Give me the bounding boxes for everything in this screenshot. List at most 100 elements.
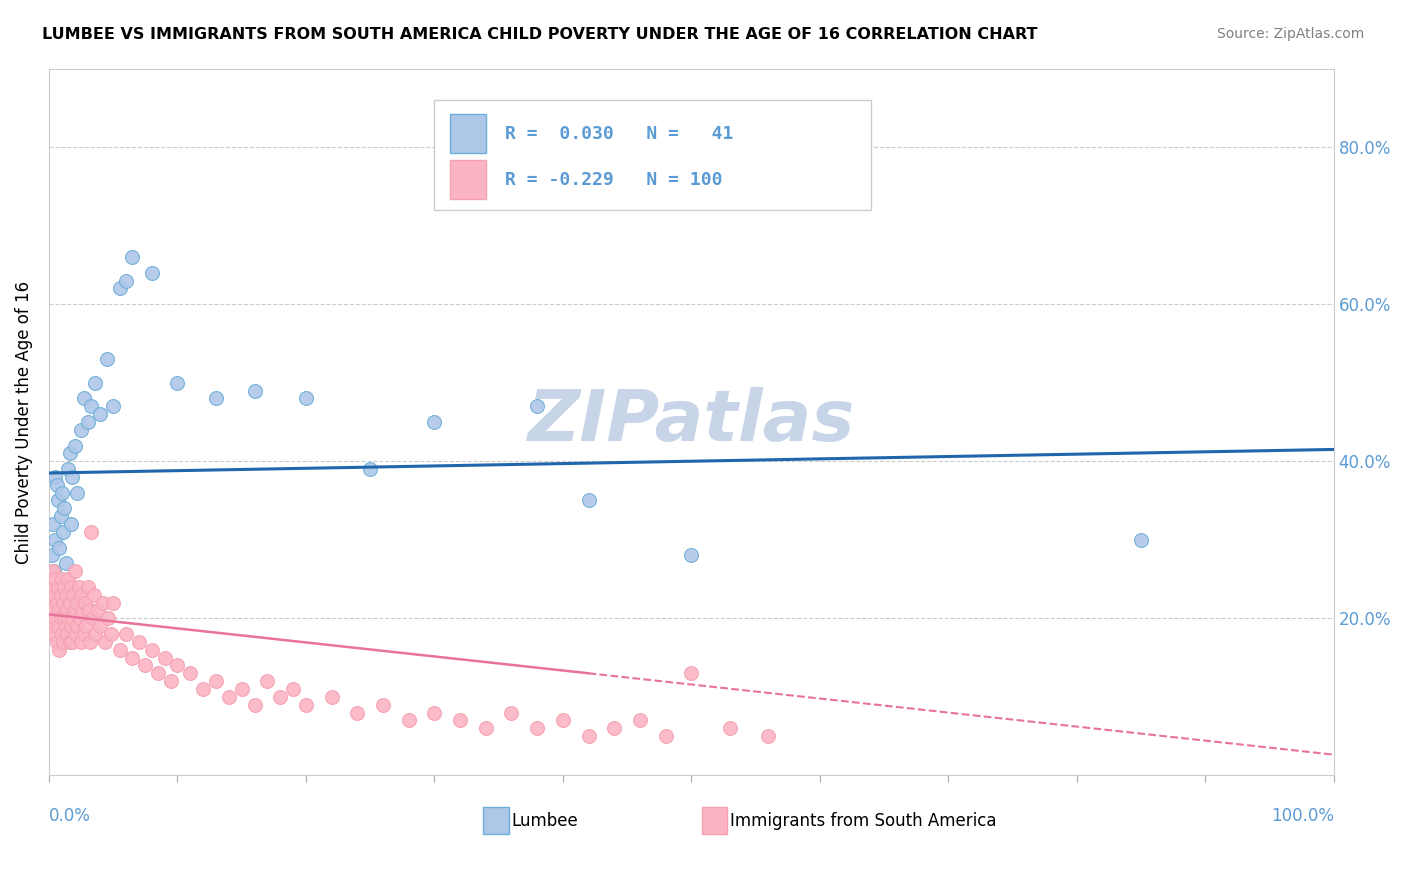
Point bbox=[58, 446, 80, 460]
Point bbox=[59, 619, 82, 633]
Point bbox=[83, 588, 105, 602]
Point bbox=[134, 658, 156, 673]
Point bbox=[103, 596, 125, 610]
Point bbox=[115, 627, 138, 641]
Point bbox=[58, 462, 80, 476]
Point bbox=[97, 611, 120, 625]
Point bbox=[73, 627, 96, 641]
Point bbox=[371, 698, 394, 712]
Point bbox=[41, 549, 63, 563]
Point bbox=[46, 619, 69, 633]
Point bbox=[58, 635, 80, 649]
Point bbox=[474, 721, 496, 735]
Point bbox=[578, 729, 600, 743]
Point bbox=[58, 572, 80, 586]
Point bbox=[89, 619, 111, 633]
Point bbox=[84, 627, 107, 641]
Point bbox=[87, 603, 110, 617]
Point bbox=[91, 596, 114, 610]
Point bbox=[60, 470, 83, 484]
Point bbox=[423, 415, 446, 429]
Point bbox=[55, 619, 77, 633]
Point bbox=[141, 642, 163, 657]
Text: R =  0.030   N =   41: R = 0.030 N = 41 bbox=[505, 125, 734, 143]
Point bbox=[51, 572, 73, 586]
Point bbox=[48, 541, 70, 555]
Point bbox=[551, 714, 574, 728]
Point bbox=[69, 611, 91, 625]
Point bbox=[526, 399, 548, 413]
Point bbox=[205, 392, 228, 406]
Point bbox=[231, 681, 253, 696]
Point bbox=[281, 681, 304, 696]
Point bbox=[89, 407, 111, 421]
Point bbox=[141, 266, 163, 280]
Point bbox=[70, 423, 93, 437]
FancyBboxPatch shape bbox=[434, 100, 872, 210]
Text: 0.0%: 0.0% bbox=[49, 807, 91, 825]
Y-axis label: Child Poverty Under the Age of 16: Child Poverty Under the Age of 16 bbox=[15, 280, 32, 564]
Point bbox=[243, 384, 266, 398]
Point bbox=[66, 485, 89, 500]
Point bbox=[449, 714, 471, 728]
FancyBboxPatch shape bbox=[702, 807, 727, 834]
Point bbox=[48, 642, 70, 657]
Point bbox=[48, 603, 70, 617]
Point bbox=[179, 666, 201, 681]
Point bbox=[115, 274, 138, 288]
Point bbox=[73, 596, 96, 610]
Point bbox=[44, 572, 66, 586]
Point bbox=[82, 611, 104, 625]
Point bbox=[51, 627, 73, 641]
Point bbox=[59, 580, 82, 594]
Point bbox=[76, 415, 98, 429]
Point bbox=[44, 533, 66, 547]
Point bbox=[44, 611, 66, 625]
Point bbox=[578, 493, 600, 508]
Point bbox=[96, 352, 118, 367]
Point bbox=[66, 596, 89, 610]
Point bbox=[42, 564, 65, 578]
Point bbox=[49, 509, 72, 524]
Text: LUMBEE VS IMMIGRANTS FROM SOUTH AMERICA CHILD POVERTY UNDER THE AGE OF 16 CORREL: LUMBEE VS IMMIGRANTS FROM SOUTH AMERICA … bbox=[42, 27, 1038, 42]
Point bbox=[269, 690, 291, 704]
Point bbox=[603, 721, 626, 735]
Point bbox=[346, 706, 368, 720]
Point bbox=[49, 588, 72, 602]
Point bbox=[80, 399, 103, 413]
Point bbox=[423, 706, 446, 720]
Point bbox=[108, 642, 131, 657]
Point bbox=[72, 603, 94, 617]
Point bbox=[42, 588, 65, 602]
Point bbox=[70, 588, 93, 602]
Point bbox=[100, 627, 122, 641]
Point bbox=[62, 588, 84, 602]
FancyBboxPatch shape bbox=[484, 807, 509, 834]
Point bbox=[42, 627, 65, 641]
FancyBboxPatch shape bbox=[450, 114, 485, 153]
Point bbox=[146, 666, 169, 681]
Point bbox=[42, 517, 65, 532]
Text: Immigrants from South America: Immigrants from South America bbox=[730, 813, 997, 830]
Point bbox=[60, 635, 83, 649]
Point bbox=[63, 564, 86, 578]
Point bbox=[628, 714, 651, 728]
Point bbox=[41, 580, 63, 594]
Point bbox=[67, 580, 90, 594]
Point bbox=[359, 462, 381, 476]
Point bbox=[42, 603, 65, 617]
Point bbox=[60, 611, 83, 625]
Point bbox=[121, 650, 143, 665]
Point bbox=[41, 619, 63, 633]
Point bbox=[160, 674, 183, 689]
Point bbox=[758, 729, 780, 743]
Point bbox=[80, 524, 103, 539]
Point bbox=[501, 706, 523, 720]
Point bbox=[52, 524, 75, 539]
Text: ZIPatlas: ZIPatlas bbox=[527, 387, 855, 457]
Point bbox=[58, 611, 80, 625]
Point bbox=[56, 603, 79, 617]
Point bbox=[256, 674, 278, 689]
Point bbox=[45, 477, 67, 491]
Point bbox=[53, 501, 76, 516]
